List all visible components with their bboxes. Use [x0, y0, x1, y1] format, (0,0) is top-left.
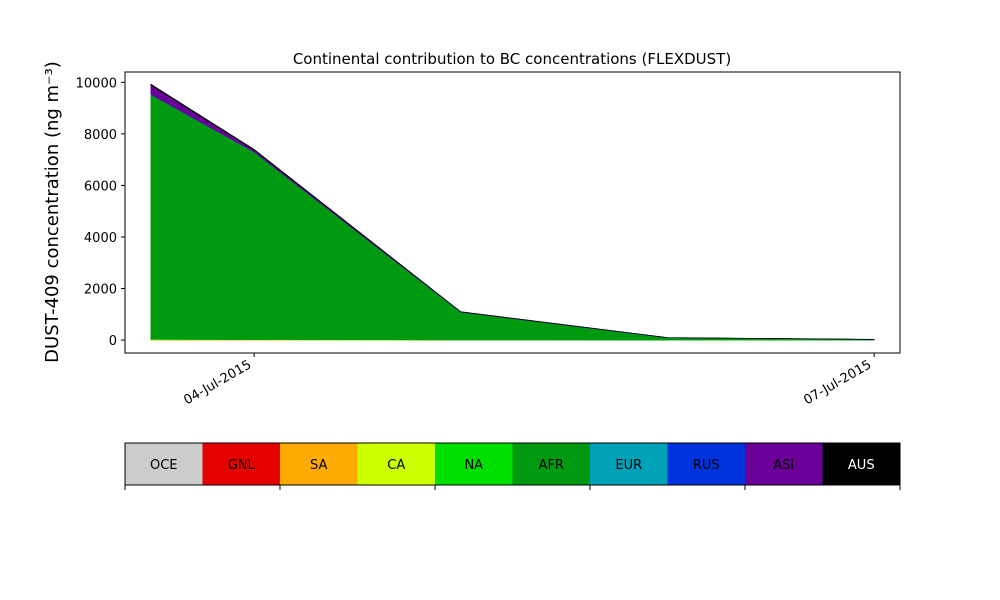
area-layers	[150, 83, 875, 341]
colorbar-swatch-gnl	[202, 443, 281, 485]
y-tick-label: 6000	[84, 179, 117, 194]
colorbar-label-rus: RUS	[693, 458, 720, 473]
colorbar-label-na: NA	[464, 458, 483, 473]
y-tick-label: 0	[109, 334, 117, 349]
colorbar-swatch-ca	[357, 443, 436, 485]
colorbar-swatch-aus	[822, 443, 901, 485]
y-axis-label: DUST-409 concentration (ng m⁻³)	[42, 61, 63, 363]
colorbar-label-afr: AFR	[539, 458, 564, 473]
y-axis: 0 2000 4000 6000 8000 10000	[76, 76, 125, 349]
colorbar-label-gnl: GNL	[228, 458, 256, 473]
colorbar-swatch-oce	[125, 443, 203, 485]
area-aus	[150, 83, 875, 340]
colorbar-label-oce: OCE	[150, 458, 178, 473]
colorbar-frame	[124, 442, 901, 486]
colorbar-swatch-eur	[590, 443, 668, 485]
x-tick-label: 04-Jul-2015	[181, 357, 254, 408]
colorbar-label-asi: ASI	[773, 458, 794, 473]
y-tick-label: 4000	[84, 231, 117, 246]
colorbar-swatch-asi	[745, 443, 823, 485]
y-tick-label: 8000	[84, 128, 117, 143]
colorbar-label-aus: AUS	[848, 458, 875, 473]
colorbar-swatch-na	[435, 443, 513, 485]
colorbar-label-ca: CA	[387, 458, 405, 473]
area-afr	[150, 93, 875, 341]
y-tick-label: 10000	[76, 76, 117, 91]
chart-title: Continental contribution to BC concentra…	[293, 50, 731, 68]
colorbar-label-sa: SA	[310, 458, 327, 473]
colorbar-swatch-sa	[280, 443, 358, 485]
colorbar-swatch-rus	[667, 443, 746, 485]
x-axis: 04-Jul-2015 07-Jul-2015	[181, 353, 875, 408]
x-tick-label: 07-Jul-2015	[801, 357, 874, 408]
plot-frame	[124, 71, 901, 354]
y-tick-label: 2000	[84, 283, 117, 298]
colorbar-swatch-afr	[512, 443, 591, 485]
region-colorbar: OCE GNL SA CA NA AFR EUR RUS ASI AUS	[124, 442, 901, 490]
colorbar-label-eur: EUR	[615, 458, 642, 473]
